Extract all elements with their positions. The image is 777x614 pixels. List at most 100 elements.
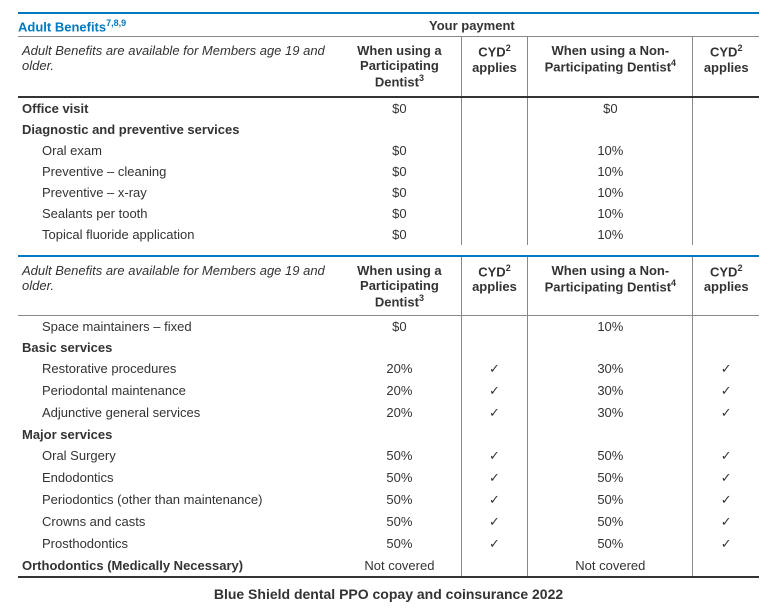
table-row: Periodontics (other than maintenance) 50%… [18, 489, 759, 511]
table-row: Sealants per tooth$0 10% [18, 203, 759, 224]
row-label: Office visit [18, 97, 338, 119]
cyd-value-1: ✓ [461, 445, 528, 467]
cyd-value-2: ✓ [693, 533, 759, 555]
participating-value: $0 [338, 140, 461, 161]
participating-value: 50% [338, 511, 461, 533]
title-text: Adult Benefits [18, 19, 106, 34]
nonparticipating-value: 50% [528, 489, 693, 511]
participating-value: $0 [338, 224, 461, 245]
row-label: Oral exam [18, 140, 338, 161]
table-row: Prosthodontics50%✓50%✓ [18, 533, 759, 555]
participating-value: 50% [338, 467, 461, 489]
table-row: Adjunctive general services20%✓30%✓ [18, 402, 759, 424]
participating-value: 20% [338, 380, 461, 402]
row-label: Adjunctive general services [18, 402, 338, 424]
cyd-value-1 [461, 555, 528, 577]
nonparticipating-value: 30% [528, 380, 693, 402]
desc-header: Adult Benefits are available for Members… [18, 37, 338, 97]
cyd-header-3: CYD2 applies [461, 256, 528, 316]
table-row: Basic services [18, 337, 759, 358]
participating-value [338, 119, 461, 140]
row-label: Crowns and casts [18, 511, 338, 533]
nonparticipating-value: 10% [528, 182, 693, 203]
benefits-table-2: Adult Benefits are available for Members… [18, 255, 759, 578]
cyd-value-1 [461, 182, 528, 203]
cyd-value-2: ✓ [693, 380, 759, 402]
cyd-value-2 [693, 140, 759, 161]
participating-value: $0 [338, 97, 461, 119]
nonparticipating-value [528, 424, 693, 445]
cyd-value-2: ✓ [693, 358, 759, 380]
participating-value: 50% [338, 533, 461, 555]
desc-header-2: Adult Benefits are available for Members… [18, 256, 338, 316]
section-title: Adult Benefits7,8,9 [18, 18, 389, 34]
table-row: Office visit$0$0 [18, 97, 759, 119]
row-label: Major services [18, 424, 338, 445]
cyd-value-2: ✓ [693, 489, 759, 511]
table-row: Oral exam$010% [18, 140, 759, 161]
table-row: Crowns and casts50%✓50%✓ [18, 511, 759, 533]
participating-value: 20% [338, 402, 461, 424]
table-1-body: Office visit$0$0Diagnostic and preventiv… [18, 97, 759, 245]
cyd-value-1: ✓ [461, 489, 528, 511]
cyd-value-1: ✓ [461, 380, 528, 402]
nonparticipating-value [528, 337, 693, 358]
participating-value: $0 [338, 161, 461, 182]
nonparticipating-value: 50% [528, 445, 693, 467]
cyd-value-2: ✓ [693, 402, 759, 424]
row-label: Diagnostic and preventive services [18, 119, 338, 140]
cyd-value-2 [693, 555, 759, 577]
cyd-value-2 [693, 97, 759, 119]
table-row: Diagnostic and preventive services [18, 119, 759, 140]
nonparticipating-value: 30% [528, 402, 693, 424]
cyd-value-1: ✓ [461, 467, 528, 489]
your-payment-label: Your payment [389, 18, 759, 34]
cyd-value-2: ✓ [693, 467, 759, 489]
participating-value [338, 337, 461, 358]
cyd-value-2 [693, 224, 759, 245]
row-label: Space maintainers – fixed [18, 315, 338, 337]
table-row: Major services [18, 424, 759, 445]
participating-value: 50% [338, 445, 461, 467]
nonparticipating-value: 10% [528, 203, 693, 224]
row-label: Periodontics (other than maintenance) [18, 489, 338, 511]
table-row: Restorative procedures20%✓30%✓ [18, 358, 759, 380]
column-header-row: Adult Benefits are available for Members… [18, 37, 759, 97]
row-label: Sealants per tooth [18, 203, 338, 224]
cyd-value-2 [693, 424, 759, 445]
cyd-value-1 [461, 140, 528, 161]
cyd-header-4: CYD2 applies [693, 256, 759, 316]
participating-value: $0 [338, 182, 461, 203]
nonparticipating-value [528, 119, 693, 140]
nonparticipating-value: 50% [528, 467, 693, 489]
cyd-value-1: ✓ [461, 358, 528, 380]
cyd-value-1 [461, 315, 528, 337]
nonparticipating-value: Not covered [528, 555, 693, 577]
cyd-value-1 [461, 224, 528, 245]
table-row: Preventive – cleaning$010% [18, 161, 759, 182]
table-row: Orthodontics (Medically Necessary)Not co… [18, 555, 759, 577]
table-row: Endodontics50%✓50%✓ [18, 467, 759, 489]
nonparticipating-value: 30% [528, 358, 693, 380]
cyd-value-2 [693, 182, 759, 203]
cyd-value-1 [461, 97, 528, 119]
nonparticipating-value: 50% [528, 511, 693, 533]
row-label: Topical fluoride application [18, 224, 338, 245]
benefits-table-1: Adult Benefits are available for Members… [18, 36, 759, 244]
nonparticipating-value: 10% [528, 224, 693, 245]
table-2-body: Space maintainers – fixed$010%Basic serv… [18, 315, 759, 577]
participating-value: $0 [338, 203, 461, 224]
participating-header: When using a Participating Dentist3 [338, 37, 461, 97]
participating-value: $0 [338, 315, 461, 337]
table-row: Periodontal maintenance20%✓30%✓ [18, 380, 759, 402]
row-label: Oral Surgery [18, 445, 338, 467]
cyd-value-2: ✓ [693, 511, 759, 533]
nonparticipating-value: 10% [528, 161, 693, 182]
nonparticipating-value: $0 [528, 97, 693, 119]
cyd-value-1 [461, 337, 528, 358]
row-label: Restorative procedures [18, 358, 338, 380]
cyd-value-2 [693, 119, 759, 140]
participating-header-2: When using a Participating Dentist3 [338, 256, 461, 316]
cyd-value-1: ✓ [461, 511, 528, 533]
nonparticipating-value: 50% [528, 533, 693, 555]
